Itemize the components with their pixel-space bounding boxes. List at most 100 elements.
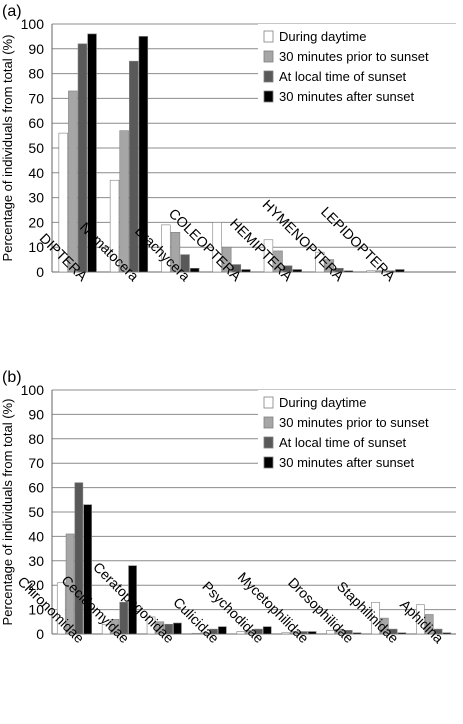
bar-mycetophilidae-series-2	[290, 631, 299, 635]
legend-swatch	[263, 70, 274, 83]
bar-aphidina-series-4	[442, 632, 452, 635]
y-tick-label: 0	[36, 264, 44, 280]
bar-cecidomyidae-series-4	[128, 565, 137, 635]
bar-coleoptera-series-2	[222, 246, 232, 273]
bar-aphidina-series-1	[416, 604, 425, 635]
bar-coleoptera-series-1	[212, 222, 222, 273]
legend-label: 30 minutes prior to sunset	[279, 415, 429, 430]
y-tick-label: 40	[28, 528, 44, 544]
bar-culicidae-series-2	[200, 632, 210, 635]
y-axis-label: Percentage of individuals from total (%)	[0, 399, 15, 626]
bar-aphidina-series-3	[433, 628, 443, 635]
legend-swatch	[263, 456, 274, 469]
bar-drosophilidae-series-2	[335, 628, 344, 635]
bar-psychodidae-series-3	[254, 628, 263, 635]
legend-label: During daytime	[279, 395, 366, 410]
bar-brachycera-series-1	[161, 224, 171, 273]
bar-lepidoptera-series-3	[385, 270, 395, 273]
y-tick-label: 70	[28, 455, 44, 471]
bar-aphidina-series-2	[424, 614, 434, 635]
y-tick-label: 50	[28, 140, 44, 156]
y-tick-label: 30	[28, 553, 44, 569]
bar-lepidoptera-series-2	[375, 270, 386, 273]
y-tick-label: 60	[28, 480, 44, 496]
panel-label: (a)	[2, 3, 22, 20]
legend-swatch	[263, 396, 274, 409]
bar-nematocera-series-3	[129, 60, 139, 273]
legend: During daytime 30 minutes prior to sunset…	[258, 24, 456, 110]
bar-hymenoptera-series-1	[315, 251, 325, 273]
bar-drosophilidae-series-3	[343, 630, 353, 635]
bar-lepidoptera-series-1	[366, 270, 376, 273]
legend-label: 30 minutes after sunset	[279, 89, 415, 104]
bar-ceratopogonidae-series-1	[146, 616, 156, 635]
y-tick-label: 40	[28, 165, 44, 181]
x-tick-label: Aphidina	[397, 596, 447, 646]
bar-diptera-series-1	[58, 132, 68, 273]
bar-brachycera-series-2	[170, 232, 181, 273]
bar-diptera-series-2	[68, 90, 78, 273]
bar-staphilinidae-series-4	[397, 632, 407, 635]
bar-cecidomyidae-series-1	[101, 623, 111, 635]
bar-lepidoptera-series-4	[395, 269, 405, 273]
bar-culicidae-series-4	[218, 626, 227, 635]
legend-swatch	[263, 30, 274, 43]
bar-hymenoptera-series-3	[334, 267, 344, 273]
y-tick-label: 80	[28, 431, 44, 447]
bar-nematocera-series-4	[138, 36, 149, 273]
legend-swatch	[263, 90, 274, 103]
y-tick-label: 0	[36, 626, 44, 642]
legend-swatch	[263, 436, 274, 449]
legend-swatch	[263, 416, 274, 429]
bar-psychodidae-series-2	[245, 630, 254, 635]
bar-hemiptera-series-4	[292, 269, 302, 273]
y-tick-label: 20	[28, 577, 44, 593]
legend-label: At local time of sunset	[279, 69, 407, 84]
bar-hymenoptera-series-2	[324, 259, 335, 273]
bar-ceratopogonidae-series-2	[155, 621, 165, 635]
legend-label: During daytime	[279, 29, 366, 44]
legend: During daytime 30 minutes prior to sunset…	[258, 390, 456, 476]
bar-psychodidae-series-1	[236, 631, 246, 635]
bar-staphilinidae-series-2	[380, 617, 389, 635]
chart-panel-2: (b) 0 10 20 30 40 50 60 70 80 90 100 Percentage of i…	[0, 369, 456, 646]
bar-drosophilidae-series-4	[352, 632, 362, 635]
bar-culicidae-series-1	[191, 632, 201, 635]
bar-mycetophilidae-series-1	[281, 632, 291, 635]
y-axis-label: Percentage of individuals from total (%)	[0, 35, 15, 262]
y-tick-label: 10	[28, 239, 44, 255]
bar-staphilinidae-series-3	[388, 628, 398, 635]
y-tick-label: 30	[28, 190, 44, 206]
legend-label: At local time of sunset	[279, 435, 407, 450]
bar-cecidomyidae-series-3	[119, 601, 129, 635]
y-tick-label: 80	[28, 66, 44, 82]
bar-hemiptera-series-3	[282, 265, 293, 273]
bar-cecidomyidae-series-2	[110, 619, 120, 635]
y-tick-label: 100	[21, 382, 45, 398]
bar-hemiptera-series-1	[263, 239, 274, 273]
bar-culicidae-series-3	[209, 628, 218, 635]
legend-label: 30 minutes prior to sunset	[279, 49, 429, 64]
bar-chironomidae-series-3	[74, 482, 84, 635]
bar-diptera-series-3	[77, 43, 88, 273]
bar-diptera-series-4	[87, 33, 97, 273]
bar-hemiptera-series-2	[273, 250, 283, 273]
bar-coleoptera-series-4	[241, 269, 251, 273]
bar-mycetophilidae-series-4	[307, 631, 317, 635]
y-tick-label: 50	[28, 504, 44, 520]
bar-staphilinidae-series-1	[371, 601, 380, 635]
legend-background	[258, 24, 456, 110]
y-tick-label: 10	[28, 602, 44, 618]
bar-ceratopogonidae-series-3	[164, 623, 173, 635]
bar-nematocera-series-1	[109, 179, 120, 273]
legend-background	[258, 390, 456, 476]
bar-coleoptera-series-3	[231, 264, 242, 273]
bar-chironomidae-series-1	[56, 582, 66, 635]
y-tick-label: 100	[21, 16, 45, 32]
legend-label: 30 minutes after sunset	[279, 455, 415, 470]
y-tick-label: 90	[28, 406, 44, 422]
chart-panel-1: (a) 0 10 20 30 40 50 60 70 80 90 100 Percentage of i…	[0, 3, 456, 285]
legend-swatch	[263, 50, 274, 63]
